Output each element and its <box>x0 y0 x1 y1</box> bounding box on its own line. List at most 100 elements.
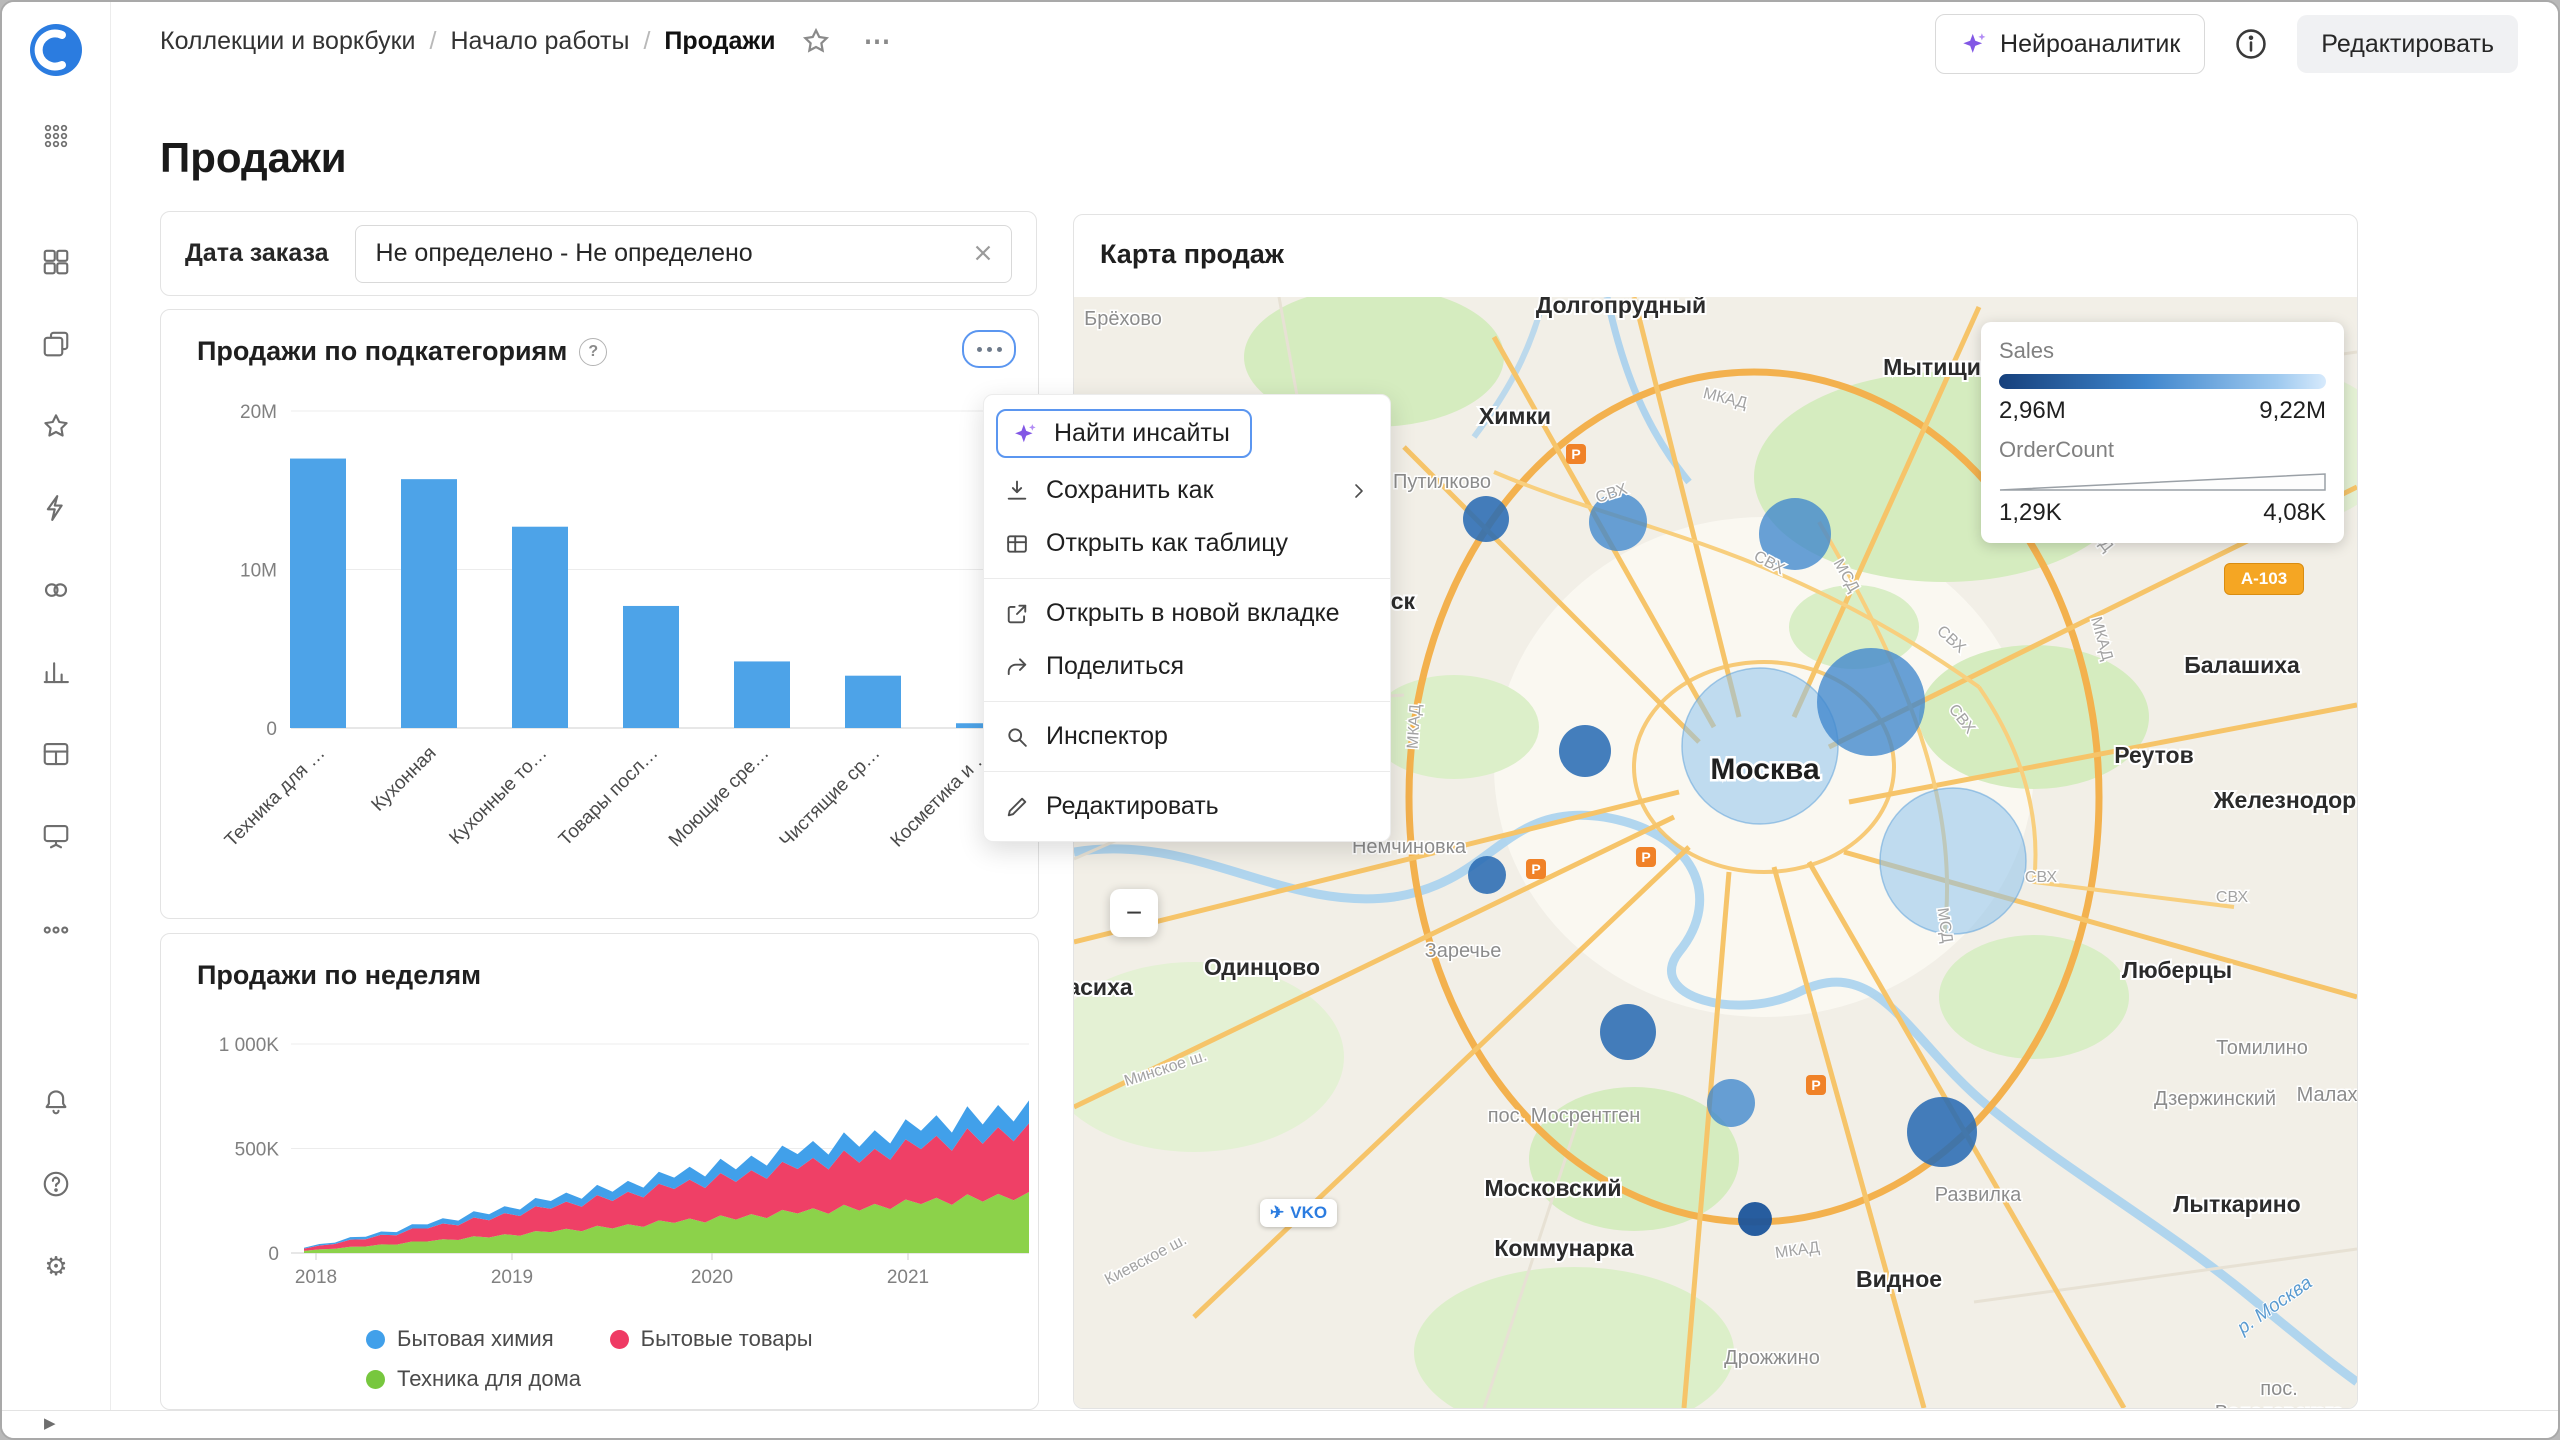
clear-filter-icon[interactable] <box>970 240 996 271</box>
map-label: Заречье <box>1425 940 1502 962</box>
menu-item-find-insights[interactable]: Найти инсайты <box>996 409 1252 458</box>
x-axis-label: Техника для … <box>221 743 330 852</box>
map-label: Путилково <box>1393 471 1491 493</box>
breadcrumb-collections[interactable]: Коллекции и воркбуки <box>160 26 416 55</box>
area-series[interactable] <box>304 1123 1029 1251</box>
more-icon[interactable] <box>34 908 78 952</box>
breadcrumb-separator: / <box>429 26 437 55</box>
legend-item[interactable]: Бытовая химия <box>366 1326 554 1352</box>
map-marker: Р <box>1806 1075 1826 1095</box>
menu-item-inspector[interactable]: Инспектор <box>984 710 1390 763</box>
tables-icon[interactable] <box>34 732 78 776</box>
dashboards-icon[interactable] <box>34 240 78 284</box>
menu-item-open-new-tab[interactable]: Открыть в новой вкладке <box>984 587 1390 640</box>
settings-icon[interactable]: ⚙ <box>44 1251 68 1281</box>
chart-menu-button[interactable] <box>962 330 1016 368</box>
map-label: пос. Мосрентген <box>1488 1105 1641 1127</box>
sales-bubble[interactable] <box>1817 648 1925 756</box>
menu-item-open-as-table[interactable]: Открыть как таблицу <box>984 517 1390 570</box>
favorite-star-icon[interactable] <box>801 26 831 56</box>
area-series[interactable] <box>304 1100 1029 1249</box>
neuro-analyst-button[interactable]: Нейроаналитик <box>1935 14 2206 74</box>
x-axis-label: 2020 <box>691 1267 733 1288</box>
menu-item-share[interactable]: Поделиться <box>984 640 1390 693</box>
window-footer: ▶ <box>2 1410 2558 1438</box>
sales-bubble[interactable] <box>1468 856 1506 894</box>
ordercount-max: 4,08K <box>2263 499 2326 526</box>
sales-bubble[interactable] <box>1589 493 1647 551</box>
x-axis-label: 2019 <box>491 1267 533 1288</box>
map-label: СВХ <box>2025 869 2058 886</box>
datalens-logo[interactable] <box>28 22 84 78</box>
map-label: Люберцы <box>2122 957 2232 983</box>
map-label: Дрожжино <box>1724 1347 1820 1369</box>
x-axis-label: Моющие сре… <box>665 743 774 852</box>
sales-bubble[interactable] <box>1463 496 1509 542</box>
sales-bubble[interactable] <box>1707 1079 1755 1127</box>
breadcrumb: Коллекции и воркбуки / Начало работы / П… <box>160 19 892 63</box>
sales-bubble[interactable] <box>1559 725 1611 777</box>
bar[interactable] <box>401 479 457 728</box>
map-label: Дзержинский <box>2154 1088 2276 1110</box>
bar[interactable] <box>623 605 679 728</box>
quick-actions-icon[interactable] <box>34 486 78 530</box>
apps-grid-icon[interactable] <box>34 114 78 158</box>
map-label: Томилино <box>2216 1037 2308 1059</box>
notifications-icon[interactable] <box>34 1080 78 1124</box>
sales-bubble[interactable] <box>1759 498 1831 570</box>
x-axis-label: 2018 <box>295 1267 337 1288</box>
breadcrumb-getting-started[interactable]: Начало работы <box>450 26 630 55</box>
x-axis-label: Товары посл… <box>555 743 663 851</box>
edit-button[interactable]: Редактировать <box>2297 15 2518 73</box>
presentations-icon[interactable] <box>34 814 78 858</box>
map-label: Одинцово <box>1204 954 1320 980</box>
charts-icon[interactable] <box>34 650 78 694</box>
info-icon[interactable] <box>2229 22 2273 66</box>
chart-help-icon[interactable]: ? <box>579 337 608 366</box>
weekly-chart-card: Продажи по неделям 0 500K 1 000K 2018 2019 20… <box>160 933 1039 1410</box>
map-legend: Sales 2,96М 9,22М OrderCount 1,29K 4,08K <box>1981 322 2344 543</box>
zoom-out-button[interactable]: − <box>1110 889 1158 937</box>
sales-bubble[interactable] <box>1879 787 2027 935</box>
collections-icon[interactable] <box>34 322 78 366</box>
bar[interactable] <box>290 458 346 728</box>
menu-item-save-as[interactable]: Сохранить как <box>984 464 1390 517</box>
bar[interactable] <box>845 675 901 728</box>
help-icon[interactable] <box>34 1162 78 1206</box>
menu-item-edit[interactable]: Редактировать <box>984 780 1390 833</box>
sales-bubble[interactable] <box>1738 1202 1772 1236</box>
bar[interactable] <box>512 526 568 728</box>
weekly-area-chart[interactable]: 0 500K 1 000K 2018 2019 2020 2021 <box>161 1004 1036 1304</box>
weekly-chart-title: Продажи по неделям <box>197 960 482 990</box>
sales-bubble[interactable] <box>1600 1004 1656 1060</box>
sales-bubble[interactable] <box>1681 667 1839 825</box>
breadcrumb-separator: / <box>643 26 651 55</box>
map-label: Видное <box>1856 1266 1942 1292</box>
subcategories-bar-chart[interactable]: 0 10M 20M Техника для … Кухонная Кухонные то…… <box>161 388 1036 916</box>
favorites-icon[interactable] <box>34 404 78 448</box>
map-label: Коммунарка <box>1494 1235 1634 1261</box>
collapse-sidebar-icon[interactable]: ▶ <box>44 1415 56 1432</box>
y-axis-tick: 0 <box>268 1244 279 1265</box>
sales-map[interactable]: Р Р Р Р Брёхово Долгопрудный Мытищи Химки Путилк… <box>1074 297 2357 1408</box>
sales-bubble[interactable] <box>1907 1097 1977 1167</box>
map-marker: Р <box>1566 444 1586 464</box>
x-axis-label: 2021 <box>887 1267 929 1288</box>
breadcrumb-more-icon[interactable]: ⋯ <box>863 25 893 56</box>
map-marker: Р <box>1526 859 1546 879</box>
area-series[interactable] <box>304 1192 1029 1253</box>
plane-icon: ✈ <box>1270 1203 1285 1222</box>
links-icon[interactable] <box>34 568 78 612</box>
x-axis-label: Кухонная <box>368 743 441 816</box>
bar[interactable] <box>734 661 790 728</box>
legend-item[interactable]: Техника для дома <box>366 1366 581 1392</box>
subcategories-chart-title: Продажи по подкатегориям ? <box>197 336 608 367</box>
sidebar-nav <box>34 240 78 858</box>
sidebar-bottom: ⚙ <box>34 1080 78 1288</box>
date-filter-label: Дата заказа <box>185 239 329 267</box>
x-axis-label: Косметика и … <box>887 743 996 852</box>
svg-text:Р: Р <box>1811 1077 1820 1093</box>
legend-item[interactable]: Бытовые товары <box>609 1326 813 1352</box>
date-filter-input[interactable] <box>354 224 1012 283</box>
